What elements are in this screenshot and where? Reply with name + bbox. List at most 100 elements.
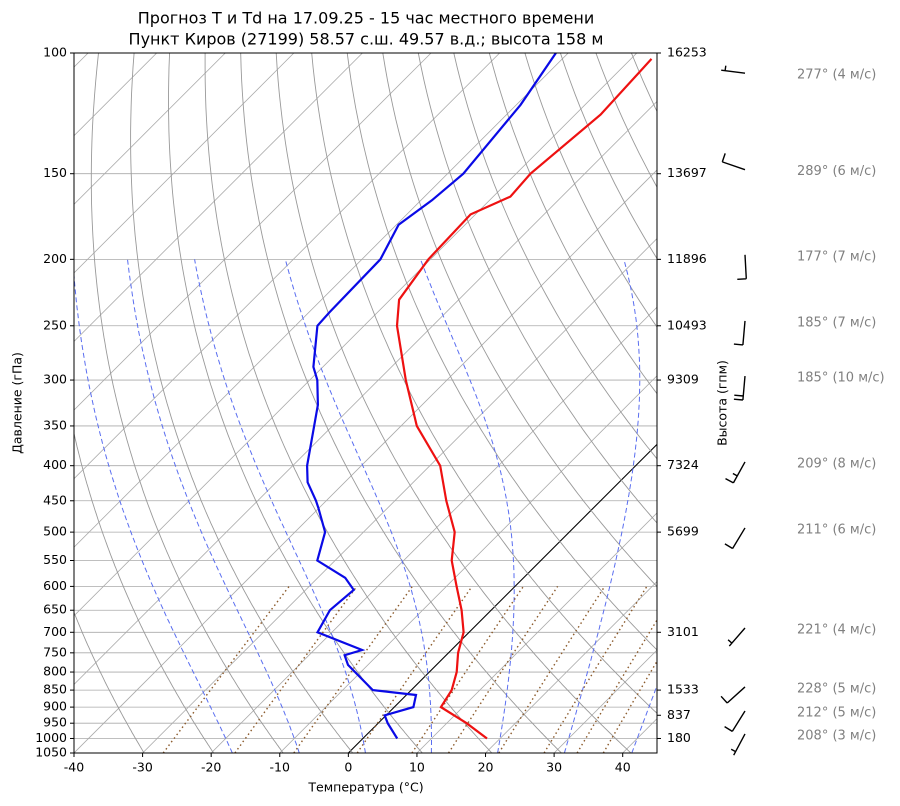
moist-adiabat — [127, 259, 300, 753]
wind-label: 221° (4 м/с) — [797, 623, 876, 638]
isotherm — [74, 169, 657, 753]
dry-adiabat — [880, 53, 900, 753]
dry-adiabat — [275, 53, 632, 753]
y-tick-label: 750 — [43, 644, 67, 659]
dry-adiabat — [809, 53, 900, 753]
dry-adiabat — [130, 53, 354, 753]
y-tick-label: 800 — [43, 664, 67, 679]
y2-tick-label: 837 — [667, 707, 691, 722]
y2-tick-label: 3101 — [667, 624, 699, 639]
dry-adiabat — [90, 53, 284, 753]
wind-barb — [730, 733, 746, 756]
wind-barb — [727, 627, 746, 647]
mixing-ratio-line — [498, 586, 606, 753]
wind-label: 185° (10 м/с) — [797, 371, 885, 386]
mixing-ratio-line — [162, 585, 290, 753]
isotherm — [74, 53, 569, 548]
chart-subtitle: Пункт Киров (27199) 58.57 с.ш. 49.57 в.д… — [129, 30, 604, 49]
y-tick-label: 300 — [43, 372, 67, 387]
dry-adiabat — [382, 53, 657, 588]
y-tick-label: 550 — [43, 552, 67, 567]
wind-label: 208° (3 м/с) — [797, 728, 876, 743]
y2-tick-label: 13697 — [667, 165, 707, 180]
mixing-ratio-line — [411, 586, 524, 753]
y-tick-label: 250 — [43, 317, 67, 332]
dry-adiabat — [74, 611, 145, 753]
dry-adiabat — [417, 53, 657, 524]
isotherm — [74, 53, 363, 343]
isotherm — [74, 53, 500, 480]
profile-line — [395, 58, 653, 740]
isotherm — [74, 100, 657, 685]
isotherm — [485, 580, 657, 753]
y-tick-label: 400 — [43, 457, 67, 472]
isotherm — [622, 718, 657, 753]
y2-tick-label: 9309 — [667, 372, 699, 387]
mixing-ratio-line — [602, 660, 657, 753]
dry-adiabat — [453, 53, 657, 460]
isotherm — [74, 53, 295, 274]
wind-barb — [724, 527, 746, 550]
moist-adiabat — [631, 684, 657, 753]
y2-tick-label: 11896 — [667, 251, 707, 266]
dry-adiabat — [738, 53, 900, 753]
y-tick-label: 200 — [43, 251, 67, 266]
moist-adiabat — [284, 259, 432, 753]
y2-tick-label: 16253 — [667, 45, 707, 60]
y2-tick-label: 1533 — [667, 682, 699, 697]
y-axis-label: Давление (гПа) — [10, 352, 25, 454]
profile-line — [305, 53, 557, 740]
y2-axis-label: Высота (гпм) — [715, 360, 730, 446]
x-tick-label: 10 — [409, 760, 425, 775]
wind-label: 177° (7 м/с) — [797, 249, 876, 264]
isotherm — [74, 53, 226, 205]
moist-adiabat — [563, 259, 641, 753]
x-tick-label: -40 — [64, 760, 84, 775]
y2-tick-label: 7324 — [667, 457, 699, 472]
wind-barb — [724, 710, 746, 732]
wind-barb — [725, 461, 746, 484]
y-tick-label: 450 — [43, 492, 67, 507]
dry-adiabat — [74, 431, 214, 753]
x-tick-label: -20 — [201, 760, 221, 775]
profiles — [305, 53, 653, 740]
wind-barb — [737, 254, 747, 280]
mixing-ratio-line — [447, 586, 559, 753]
mixing-ratio-line — [234, 585, 358, 753]
y2-tick-label: 10493 — [667, 317, 707, 332]
y-tick-label: 150 — [43, 165, 67, 180]
mixing-ratio-line — [576, 618, 657, 753]
wind-barb — [733, 375, 746, 401]
wind-barb — [720, 686, 746, 704]
y-tick-label: 600 — [43, 578, 67, 593]
dry-adiabat — [488, 53, 657, 395]
x-tick-label: 0 — [344, 760, 352, 775]
wind-label: 185° (7 м/с) — [797, 315, 876, 330]
dry-adiabat — [204, 53, 493, 753]
dry-adiabat — [240, 53, 562, 753]
dry-adiabat — [595, 53, 657, 189]
dry-adiabat — [559, 53, 657, 260]
isotherm — [142, 238, 657, 753]
y2-tick-label: 5699 — [667, 524, 699, 539]
wind-barb — [721, 65, 746, 74]
y-tick-label: 650 — [43, 602, 67, 617]
wind-label: 209° (8 м/с) — [797, 456, 876, 471]
y-tick-label: 850 — [43, 682, 67, 697]
dry-adiabat — [630, 53, 657, 113]
y-tick-label: 1000 — [35, 730, 67, 745]
plot-frame — [73, 52, 658, 754]
dry-adiabat — [311, 53, 657, 714]
dry-adiabat — [524, 53, 657, 328]
isotherm — [416, 512, 657, 753]
mixing-ratio-line — [356, 586, 473, 753]
moist-adiabat — [74, 269, 233, 753]
dry-adiabat — [774, 53, 900, 753]
wind-label: 289° (6 м/с) — [797, 164, 876, 179]
x-tick-label: -10 — [270, 760, 290, 775]
y-tick-label: 700 — [43, 624, 67, 639]
background-lines — [74, 53, 900, 753]
y-tick-label: 350 — [43, 417, 67, 432]
dry-adiabat — [703, 53, 900, 753]
